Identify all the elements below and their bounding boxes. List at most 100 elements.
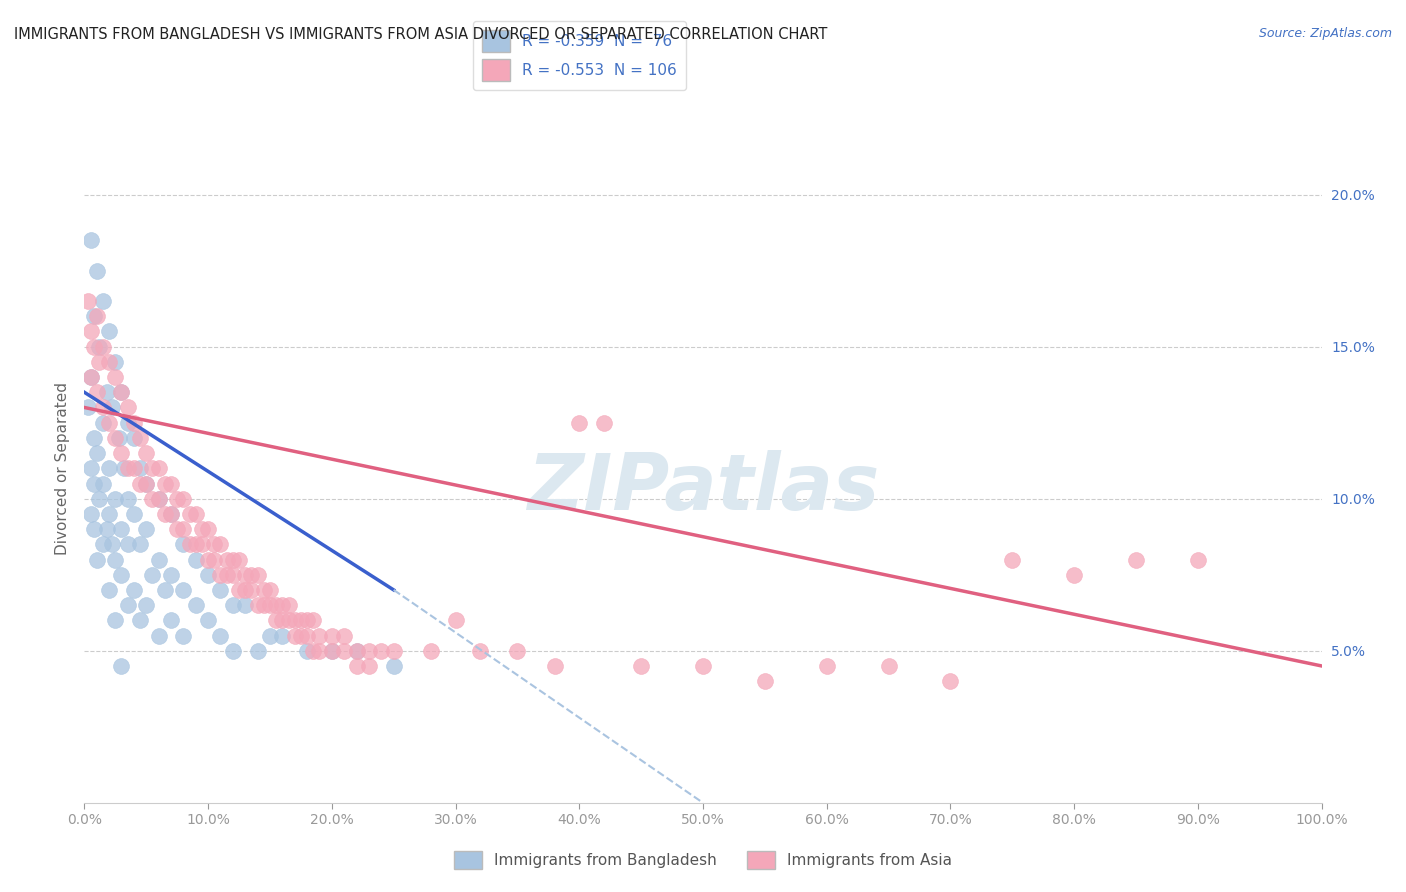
Point	[129, 476, 152, 491]
Point	[357, 659, 380, 673]
Point	[215, 552, 238, 566]
Point	[104, 613, 127, 627]
Point	[122, 416, 145, 430]
Point	[83, 522, 105, 536]
Point	[191, 522, 214, 536]
Point	[172, 582, 194, 597]
Point	[444, 613, 467, 627]
Point	[179, 537, 201, 551]
Legend: R = -0.359  N =  76, R = -0.553  N = 106: R = -0.359 N = 76, R = -0.553 N = 106	[472, 21, 686, 90]
Point	[110, 522, 132, 536]
Point	[543, 659, 565, 673]
Point	[939, 674, 962, 689]
Point	[215, 567, 238, 582]
Point	[112, 461, 135, 475]
Point	[166, 491, 188, 506]
Point	[98, 507, 121, 521]
Legend: Immigrants from Bangladesh, Immigrants from Asia: Immigrants from Bangladesh, Immigrants f…	[449, 845, 957, 875]
Point	[135, 522, 157, 536]
Point	[122, 461, 145, 475]
Point	[160, 476, 183, 491]
Point	[117, 416, 139, 430]
Point	[259, 598, 281, 612]
Point	[202, 552, 225, 566]
Point	[79, 461, 101, 475]
Point	[264, 598, 287, 612]
Point	[209, 537, 232, 551]
Text: ZIPatlas: ZIPatlas	[527, 450, 879, 526]
Point	[370, 644, 392, 658]
Point	[222, 552, 245, 566]
Point	[357, 644, 380, 658]
Point	[233, 582, 256, 597]
Point	[129, 537, 152, 551]
Point	[153, 476, 176, 491]
Point	[228, 582, 250, 597]
Point	[91, 416, 114, 430]
Point	[104, 431, 127, 445]
Point	[100, 537, 122, 551]
Point	[246, 644, 269, 658]
Point	[135, 476, 157, 491]
Point	[153, 582, 176, 597]
Point	[83, 340, 105, 354]
Point	[160, 567, 183, 582]
Point	[419, 644, 441, 658]
Point	[197, 613, 219, 627]
Point	[191, 537, 214, 551]
Point	[179, 507, 201, 521]
Point	[98, 325, 121, 339]
Point	[83, 476, 105, 491]
Point	[271, 613, 294, 627]
Point	[104, 491, 127, 506]
Point	[148, 491, 170, 506]
Point	[233, 567, 256, 582]
Point	[122, 582, 145, 597]
Point	[295, 644, 318, 658]
Point	[160, 507, 183, 521]
Point	[277, 613, 299, 627]
Point	[98, 416, 121, 430]
Point	[470, 644, 492, 658]
Point	[122, 507, 145, 521]
Point	[222, 644, 245, 658]
Point	[122, 431, 145, 445]
Point	[135, 476, 157, 491]
Point	[98, 355, 121, 369]
Point	[1001, 552, 1024, 566]
Point	[117, 491, 139, 506]
Point	[253, 598, 276, 612]
Point	[295, 628, 318, 642]
Point	[172, 537, 194, 551]
Point	[135, 598, 157, 612]
Point	[284, 613, 307, 627]
Point	[117, 461, 139, 475]
Point	[86, 385, 108, 400]
Point	[166, 522, 188, 536]
Point	[240, 582, 263, 597]
Point	[91, 294, 114, 309]
Point	[321, 644, 343, 658]
Point	[91, 340, 114, 354]
Point	[83, 310, 105, 324]
Point	[184, 598, 207, 612]
Point	[110, 385, 132, 400]
Point	[302, 644, 325, 658]
Point	[117, 401, 139, 415]
Point	[172, 628, 194, 642]
Point	[271, 628, 294, 642]
Point	[754, 674, 776, 689]
Point	[135, 446, 157, 460]
Point	[1063, 567, 1085, 582]
Y-axis label: Divorced or Separated: Divorced or Separated	[55, 382, 70, 555]
Point	[79, 325, 101, 339]
Point	[346, 644, 368, 658]
Point	[184, 537, 207, 551]
Point	[79, 507, 101, 521]
Point	[141, 491, 163, 506]
Point	[160, 507, 183, 521]
Point	[160, 613, 183, 627]
Point	[172, 522, 194, 536]
Point	[148, 628, 170, 642]
Point	[1187, 552, 1209, 566]
